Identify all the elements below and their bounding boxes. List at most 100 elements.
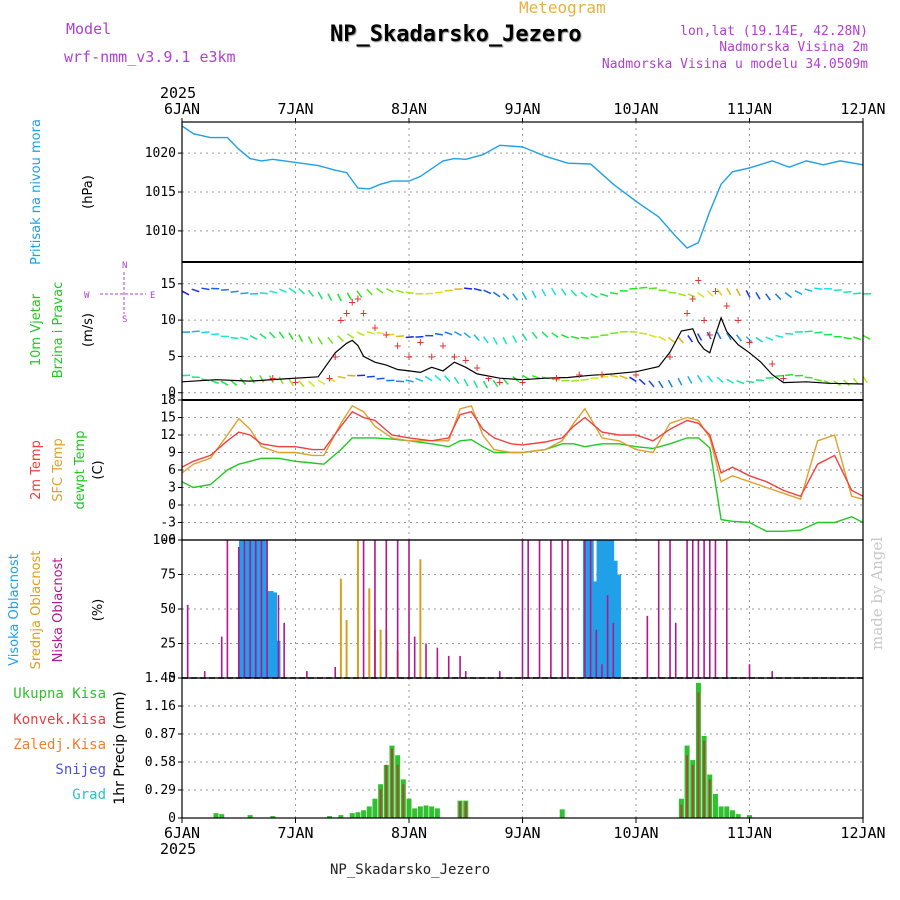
high-cloud-bar (606, 540, 611, 678)
temp-tick-label: 18 (160, 393, 176, 408)
wind-barb (249, 376, 256, 384)
total-precip-bar (412, 808, 418, 818)
mid-cloud-bar (379, 629, 382, 678)
cloud-axis-unit: (%) (91, 599, 106, 622)
mid-cloud-axis-title: Srednja Oblacnost (29, 551, 44, 670)
low-cloud-bar (708, 540, 711, 678)
conv-precip-bar (402, 784, 405, 818)
low-cloud-bar (646, 615, 649, 678)
cloud-tick-label: 25 (160, 637, 176, 652)
low-cloud-bar (686, 540, 688, 678)
wind-barb (706, 375, 714, 383)
wind-barb (327, 377, 336, 383)
low-cloud-bar (657, 540, 660, 678)
wind-barb (424, 375, 433, 382)
pressure-axis-unit: (hPa) (81, 175, 96, 209)
cloud-tick-label: 75 (160, 568, 176, 583)
wind-gust-marker: + (292, 375, 299, 389)
wind-barb (453, 376, 460, 385)
high-cloud-bar (613, 560, 618, 678)
precip-tick-label: 0 (168, 811, 176, 826)
wind-barb (473, 334, 480, 342)
precip-legend-item: Snijeg (55, 762, 106, 778)
wind-barb (716, 376, 724, 383)
low-cloud-bar (186, 604, 189, 678)
high-cloud-bar (273, 592, 278, 678)
wind-barb (336, 293, 342, 302)
mid-cloud-bar (356, 540, 359, 678)
wind-barb (551, 287, 557, 296)
wind-barb (366, 375, 375, 378)
wind-gust-marker: + (712, 284, 719, 298)
wind-barb (249, 335, 258, 341)
wind-barb (843, 290, 852, 294)
precip-legend-item: Grad (72, 787, 106, 803)
wind-barb (726, 287, 732, 296)
wind-barb (298, 380, 305, 388)
temp-tick-label: 3 (168, 481, 176, 496)
wind-barb (638, 378, 646, 386)
temp-tick-label: -3 (160, 516, 176, 531)
wind-barb (269, 290, 278, 294)
low-cloud-bar (249, 540, 251, 678)
low-cloud-bar (220, 636, 223, 678)
wind-barb (191, 288, 200, 293)
wind-barb (492, 379, 499, 388)
wind-barb (658, 335, 667, 342)
wind-barb (259, 333, 267, 340)
wind-barb (521, 292, 528, 301)
wind-barb (765, 336, 774, 341)
total-precip-bar (338, 815, 344, 818)
wind-gust-marker: + (553, 371, 560, 385)
bottom-date-label: 6JAN (164, 824, 200, 842)
wind-barb (385, 287, 394, 294)
total-precip-bar (219, 814, 225, 818)
temp-tick-label: 12 (160, 428, 176, 443)
wind-barb (648, 334, 657, 338)
pressure-axis-title: Pritisak na nivou mora (29, 119, 44, 265)
wind-barb (735, 288, 741, 297)
wind-barb (814, 378, 823, 382)
low-cloud-bar (362, 540, 365, 678)
wind-barb (317, 379, 326, 386)
wind-barb (706, 290, 714, 297)
wind-barb (434, 374, 442, 382)
wind-barb (561, 334, 570, 339)
high-cloud-bar (252, 540, 257, 678)
model-name: wrf-nmm_v3.9.1 e3km (64, 48, 236, 66)
wind-barb (230, 290, 239, 293)
mid-cloud-bar (339, 578, 342, 678)
low-cloud-bar (589, 540, 592, 678)
total-precip-bar (372, 798, 378, 818)
total-precip-bar (718, 806, 724, 818)
low-cloud-bar (595, 629, 598, 678)
wind-barb (230, 379, 238, 387)
wind-barb (668, 291, 677, 294)
wind-barb (862, 334, 871, 340)
precip-legend-item: Konvek.Kisa (13, 712, 106, 728)
wind-barb (862, 375, 868, 384)
wind-barb (570, 335, 580, 340)
wind-gust-marker: + (689, 291, 696, 305)
sfc-temp-line (181, 404, 864, 501)
high-cloud-bar (256, 540, 261, 678)
precip-legend-item: Ukupna Kisa (13, 686, 106, 702)
wind-barb (288, 332, 294, 341)
wind-axis-subtitle: Brzina i Pravac (51, 282, 66, 379)
low-cloud-bar (436, 647, 439, 678)
wind-gust-marker: + (576, 368, 583, 382)
model-label: Model (66, 20, 112, 38)
wind-barb (239, 377, 247, 386)
low-cloud-bar (385, 540, 388, 678)
wind-barb (745, 290, 751, 298)
wind-barb (454, 331, 462, 337)
low-cloud-bar (601, 664, 603, 678)
wind-barb (580, 291, 588, 298)
wind-barb (677, 336, 685, 344)
low-cloud-bar (396, 540, 399, 678)
high-cloud-bar (262, 540, 267, 678)
wind-barb (240, 292, 249, 295)
low-cloud-bar (561, 540, 564, 678)
top-date-label: 8JAN (391, 100, 427, 118)
